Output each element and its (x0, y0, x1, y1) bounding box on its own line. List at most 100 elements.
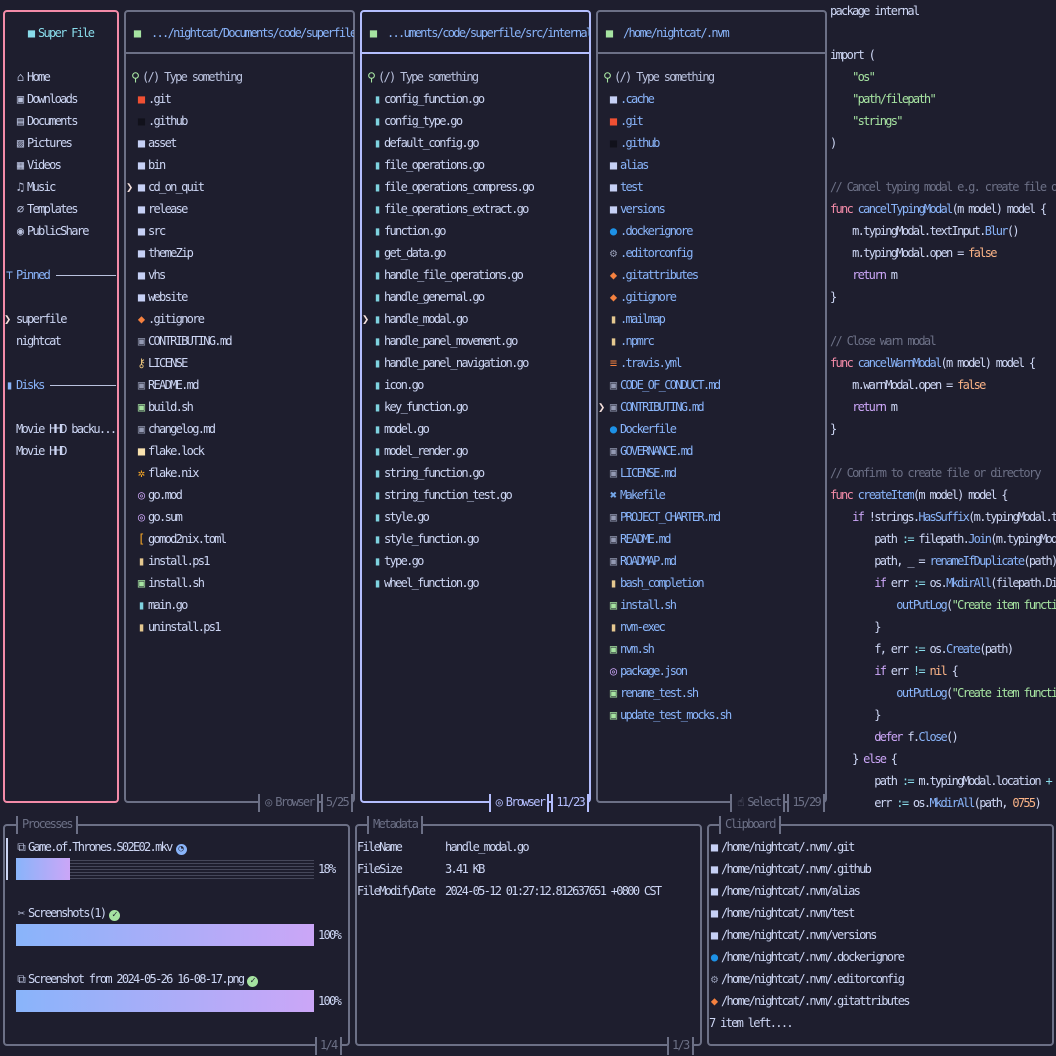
sidebar-disk[interactable]: Movie HHD backu... (16, 418, 117, 440)
file-panel-3[interactable] (596, 10, 827, 803)
file-item[interactable]: ▮ bash_completion (608, 572, 823, 594)
file-item[interactable]: ▮ main.go (136, 594, 351, 616)
file-item[interactable]: ● .dockerignore (608, 220, 823, 242)
file-item[interactable]: ❯ ■ cd_on_quit (126, 176, 351, 198)
file-item[interactable]: ▣ build.sh (136, 396, 351, 418)
file-item[interactable]: ■ release (136, 198, 351, 220)
panel-mode[interactable]: ◎ Browser (488, 794, 550, 812)
file-item[interactable]: ▮ style_function.go (372, 528, 587, 550)
file-item[interactable]: ▮ config_function.go (372, 88, 587, 110)
file-item[interactable]: ■ flake.lock (136, 440, 351, 462)
file-item[interactable]: ■ versions (608, 198, 823, 220)
file-panel-2[interactable] (360, 10, 591, 803)
file-panel-1[interactable] (124, 10, 355, 803)
sidebar-item-home[interactable]: ⌂ Home (15, 66, 51, 88)
search-input[interactable]: ⚲ (/) Type something (130, 66, 243, 88)
file-item[interactable]: ◆ .gitignore (136, 308, 351, 330)
file-item[interactable]: ▮ function.go (372, 220, 587, 242)
file-item[interactable]: ≡ .travis.yml (608, 352, 823, 374)
file-item[interactable]: ✖ Makefile (608, 484, 823, 506)
file-item[interactable]: ■ src (136, 220, 351, 242)
file-item[interactable]: ▮ install.ps1 (136, 550, 351, 572)
file-item[interactable]: ▣ GOVERNANCE.md (608, 440, 823, 462)
file-item[interactable]: ▮ wheel_function.go (372, 572, 587, 594)
file-item[interactable]: ▮ key_function.go (372, 396, 587, 418)
file-item[interactable]: ■ vhs (136, 264, 351, 286)
file-item[interactable]: ▣ rename_test.sh (608, 682, 823, 704)
file-item[interactable]: ▮ string_function_test.go (372, 484, 587, 506)
file-item[interactable]: ▣ install.sh (136, 572, 351, 594)
file-item[interactable]: ▣ update_test_mocks.sh (608, 704, 823, 726)
file-item[interactable]: ◎ go.sum (136, 506, 351, 528)
file-item[interactable]: ❯ ▮ handle_modal.go (362, 308, 587, 330)
file-item[interactable]: ▣ changelog.md (136, 418, 351, 440)
file-item[interactable]: ■ .github (136, 110, 351, 132)
file-item[interactable]: ▮ uninstall.ps1 (136, 616, 351, 638)
process-item[interactable]: ⧉ Screenshot from 2024-05-26 16-08-17.png… (16, 968, 259, 990)
file-item[interactable]: ■ asset (136, 132, 351, 154)
process-item[interactable]: ✂ Screenshots(1) ✓ (16, 902, 121, 924)
file-item[interactable]: ■ themeZip (136, 242, 351, 264)
search-input[interactable]: ⚲ (/) Type something (366, 66, 479, 88)
file-item[interactable]: ■ website (136, 286, 351, 308)
file-item[interactable]: ⚙ .editorconfig (608, 242, 823, 264)
file-item[interactable]: ▣ install.sh (608, 594, 823, 616)
file-item[interactable]: ■ alias (608, 154, 823, 176)
sidebar-item-documents[interactable]: ▤ Documents (15, 110, 79, 132)
file-item[interactable]: ■ bin (136, 154, 351, 176)
file-item[interactable]: ▣ README.md (136, 374, 351, 396)
file-item[interactable]: ◆ .gitignore (608, 286, 823, 308)
file-item[interactable]: ▮ handle_file_operations.go (372, 264, 587, 286)
file-item[interactable]: ▣ CONTRIBUTING.md (136, 330, 351, 352)
sidebar-item-videos[interactable]: ▦ Videos (15, 154, 62, 176)
file-item[interactable]: ▮ file_operations_extract.go (372, 198, 587, 220)
file-item[interactable]: ▣ PROJECT_CHARTER.md (608, 506, 823, 528)
sidebar-item-music[interactable]: ♫ Music (15, 176, 56, 198)
file-item[interactable]: ▮ file_operations.go (372, 154, 587, 176)
file-item[interactable]: [gomod2nix.toml (136, 528, 351, 550)
file-item[interactable]: ▣ nvm.sh (608, 638, 823, 660)
file-item[interactable]: ◎ go.mod (136, 484, 351, 506)
sidebar-pinned-superfile[interactable]: ❯ superfile (4, 308, 67, 330)
file-item[interactable]: ▮ .npmrc (608, 330, 823, 352)
file-item[interactable]: ▮ style.go (372, 506, 587, 528)
file-item[interactable]: ▣ CODE_OF_CONDUCT.md (608, 374, 823, 396)
file-item[interactable]: ■ .github (608, 132, 823, 154)
sidebar-disk[interactable]: Movie HHD (16, 440, 67, 462)
file-item[interactable]: ◎ package.json (608, 660, 823, 682)
file-item[interactable]: ▣ ROADMAP.md (608, 550, 823, 572)
file-item[interactable]: ◆ .gitattributes (608, 264, 823, 286)
file-item[interactable]: ■ test (608, 176, 823, 198)
panel-mode[interactable]: ◎ Browser (258, 794, 319, 812)
file-item[interactable]: ▮ config_type.go (372, 110, 587, 132)
file-item[interactable]: ▣ LICENSE.md (608, 462, 823, 484)
file-item[interactable]: ● Dockerfile (608, 418, 823, 440)
file-item[interactable]: ▮ model.go (372, 418, 587, 440)
file-item[interactable]: ▮ .mailmap (608, 308, 823, 330)
file-item[interactable]: ▮ type.go (372, 550, 587, 572)
file-item[interactable]: ▮ handle_panel_navigation.go (372, 352, 587, 374)
sidebar-item-templates[interactable]: ⌀ Templates (15, 198, 79, 220)
file-item[interactable]: ▮ model_render.go (372, 440, 587, 462)
file-item[interactable]: ■ .git (608, 110, 823, 132)
process-item[interactable]: ⧉ Game.of.Thrones.S02E02.mkv ◔ (16, 836, 187, 858)
sidebar-item-publicshare[interactable]: ◉ PublicShare (15, 220, 90, 242)
sidebar-pinned-nightcat[interactable]: nightcat (16, 330, 62, 352)
file-item[interactable]: ■ .cache (608, 88, 823, 110)
file-item[interactable]: ▮ default_config.go (372, 132, 587, 154)
sidebar-item-pictures[interactable]: ▨ Pictures (15, 132, 73, 154)
file-item[interactable]: ▮ handle_genernal.go (372, 286, 587, 308)
file-item[interactable]: ▮ icon.go (372, 374, 587, 396)
file-item[interactable]: ▮ get_data.go (372, 242, 587, 264)
file-item[interactable]: ⚷ LICENSE (136, 352, 351, 374)
file-item[interactable]: ▮ nvm-exec (608, 616, 823, 638)
file-item[interactable]: ■ .git (136, 88, 351, 110)
file-item[interactable]: ▮ file_operations_compress.go (372, 176, 587, 198)
file-item[interactable]: ▣ README.md (608, 528, 823, 550)
sidebar-item-downloads[interactable]: ▣ Downloads (15, 88, 79, 110)
panel-mode[interactable]: ☝ Select (730, 794, 786, 812)
search-input[interactable]: ⚲ (/) Type something (602, 66, 715, 88)
file-item[interactable]: ▮ string_function.go (372, 462, 587, 484)
file-item[interactable]: ✲ flake.nix (136, 462, 351, 484)
file-item[interactable]: ❯ ▣ CONTRIBUTING.md (598, 396, 823, 418)
